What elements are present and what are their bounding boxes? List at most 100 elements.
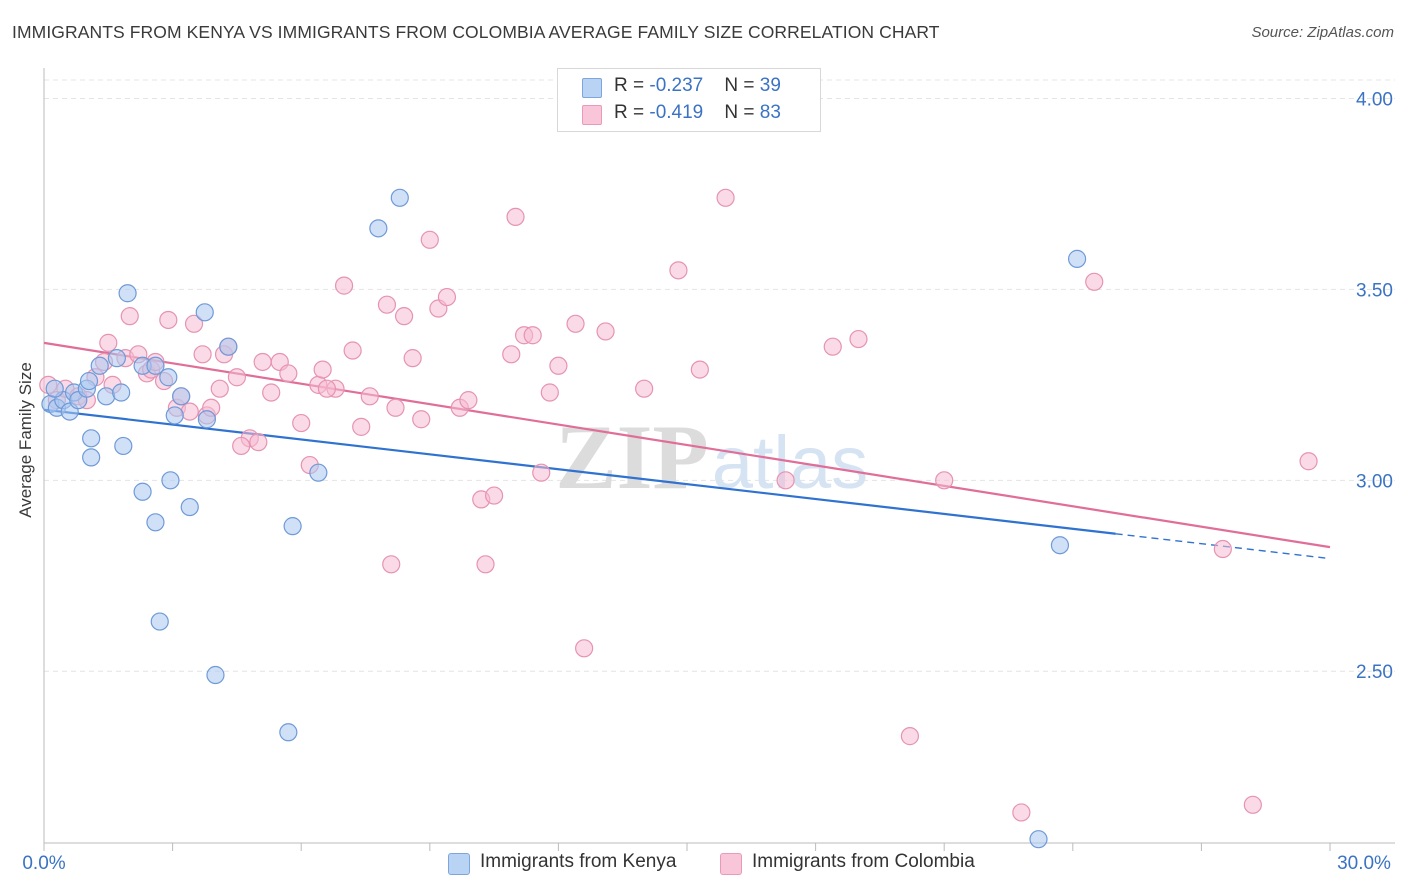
point-colombia <box>403 349 422 368</box>
point-kenya <box>180 497 199 517</box>
point-kenya <box>82 448 101 467</box>
point-kenya <box>82 429 101 448</box>
point-kenya <box>90 356 109 375</box>
point-colombia <box>849 329 868 349</box>
point-colombia <box>776 471 795 490</box>
point-kenya <box>1067 249 1087 268</box>
point-colombia <box>420 230 439 249</box>
points-kenya <box>41 188 1087 849</box>
point-colombia <box>1085 272 1104 291</box>
point-colombia <box>690 360 709 379</box>
point-colombia <box>635 379 654 398</box>
legend-swatch-colombia <box>582 105 602 125</box>
point-kenya <box>112 383 131 402</box>
point-kenya <box>146 356 165 375</box>
bottom-legend-swatch-colombia <box>720 853 742 875</box>
point-colombia <box>334 276 354 295</box>
point-colombia <box>935 471 954 490</box>
point-kenya <box>146 513 165 532</box>
source-credit: Source: ZipAtlas.com <box>1251 24 1394 41</box>
bottom-legend-swatch-kenya <box>448 853 470 875</box>
point-kenya <box>219 337 238 356</box>
point-colombia <box>669 261 688 280</box>
point-colombia <box>180 402 199 421</box>
trend-line-colombia <box>43 341 1331 549</box>
point-kenya <box>133 482 152 501</box>
point-colombia <box>716 188 735 207</box>
tick-labels: 2.50 3.00 3.50 4.00 0.0% 30.0% <box>22 90 1393 874</box>
point-colombia <box>596 322 615 341</box>
point-colombia <box>532 463 551 482</box>
point-colombia <box>343 341 362 360</box>
watermark-atlas: atlas <box>712 421 868 504</box>
legend-n-label: N = <box>724 102 760 123</box>
point-kenya <box>118 284 137 303</box>
point-colombia <box>279 364 298 383</box>
point-kenya <box>150 612 169 631</box>
y-tick-label: 3.50 <box>1356 280 1393 301</box>
point-kenya <box>279 723 298 742</box>
point-kenya <box>165 406 184 425</box>
x-tick-label: 30.0% <box>1337 853 1391 874</box>
point-colombia <box>253 352 272 372</box>
legend-r-label: R = <box>614 102 650 123</box>
watermark-zip: ZIP <box>555 406 708 508</box>
point-kenya <box>390 188 409 207</box>
point-colombia <box>360 387 379 406</box>
point-colombia <box>232 436 251 456</box>
watermark: ZIP atlas <box>555 406 868 508</box>
point-colombia <box>352 417 371 436</box>
point-colombia <box>437 287 457 307</box>
point-colombia <box>549 356 568 375</box>
point-colombia <box>317 379 337 398</box>
point-colombia <box>382 555 401 574</box>
point-kenya <box>1029 830 1048 849</box>
point-colombia <box>292 413 311 433</box>
point-colombia <box>540 383 559 402</box>
point-colombia <box>1012 803 1031 822</box>
point-colombia <box>502 345 521 364</box>
point-colombia <box>412 410 431 429</box>
point-colombia <box>159 310 178 330</box>
legend-n-label: N = <box>724 75 760 96</box>
point-colombia <box>506 207 525 226</box>
point-colombia <box>900 727 920 746</box>
point-kenya <box>161 471 180 490</box>
point-colombia <box>476 555 495 574</box>
point-colombia <box>575 639 594 658</box>
axes <box>43 68 1395 851</box>
point-kenya <box>107 349 126 368</box>
point-kenya <box>45 379 64 398</box>
point-colombia <box>377 295 397 314</box>
point-kenya <box>79 371 99 391</box>
point-colombia <box>1213 539 1232 559</box>
y-tick-label: 2.50 <box>1356 662 1393 683</box>
legend-r-value-kenya: -0.237 <box>649 75 704 96</box>
point-colombia <box>210 379 229 398</box>
point-kenya <box>172 387 191 406</box>
legend-text-colombia: R = -0.419 N = 83 <box>614 102 781 124</box>
point-colombia <box>1299 452 1318 471</box>
correlation-legend: R = -0.237 N = 39 R = -0.419 N = 83 <box>557 68 821 132</box>
point-kenya <box>114 436 133 456</box>
point-colombia <box>485 486 504 505</box>
point-kenya <box>283 517 302 536</box>
y-axis-label: Average Family Size <box>16 362 35 518</box>
point-colombia <box>249 433 268 452</box>
legend-r-label: R = <box>614 75 650 96</box>
point-colombia <box>227 368 246 387</box>
chart-title: IMMIGRANTS FROM KENYA VS IMMIGRANTS FROM… <box>12 22 940 42</box>
point-colombia <box>394 307 414 326</box>
point-colombia <box>120 307 139 326</box>
point-kenya <box>159 368 178 387</box>
y-tick-label: 4.00 <box>1356 90 1393 111</box>
point-colombia <box>313 360 332 379</box>
point-colombia <box>99 333 118 352</box>
point-colombia <box>193 345 212 364</box>
bottom-legend-label-kenya: Immigrants from Kenya <box>480 851 677 872</box>
trend-line-kenya <box>43 408 1116 535</box>
legend-swatch-kenya <box>582 78 602 98</box>
point-colombia <box>459 391 478 410</box>
x-tick-label: 0.0% <box>22 853 65 874</box>
